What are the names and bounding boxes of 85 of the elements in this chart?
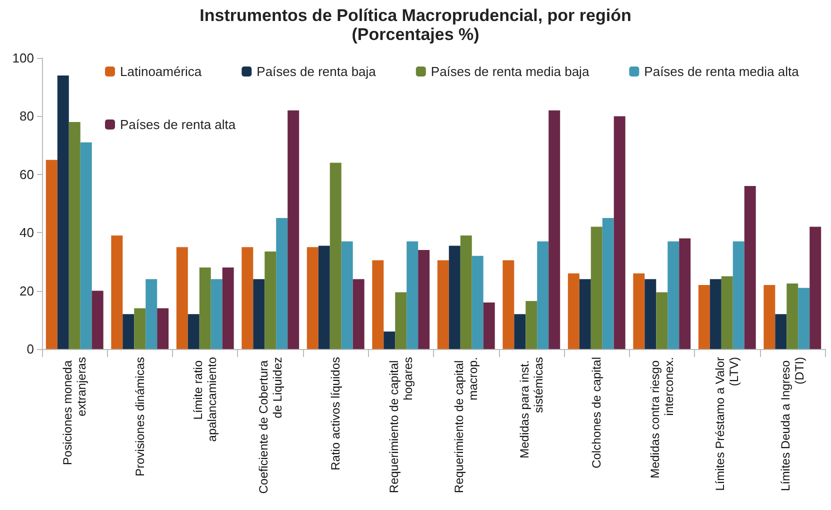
- x-tick-label: Provisiones dinámicas: [132, 357, 147, 476]
- bar: [276, 218, 288, 349]
- x-tick-label: Límites Préstamo a Valor (LTV): [713, 356, 742, 491]
- bar: [157, 308, 169, 349]
- bar: [330, 162, 342, 349]
- bar: [633, 273, 645, 349]
- y-tick-label: 0: [26, 342, 34, 356]
- bar: [134, 308, 146, 349]
- y-tick-label: 100: [12, 50, 34, 66]
- bar: [679, 238, 691, 349]
- bar: [80, 142, 92, 349]
- bar: [92, 290, 104, 349]
- bar: [288, 110, 300, 349]
- bar: [372, 260, 384, 349]
- bar: [483, 302, 495, 349]
- legend-label: Países de renta alta: [120, 117, 236, 132]
- bar: [698, 284, 710, 349]
- bar: [437, 260, 449, 349]
- x-tick-label: Requerimiento de capital macrop.: [452, 357, 480, 494]
- chart-title: Instrumentos de Política Macroprudencial, por región: [200, 6, 632, 25]
- bar: [188, 314, 200, 349]
- bar: [264, 252, 276, 349]
- bar: [472, 256, 484, 349]
- bar: [352, 279, 364, 349]
- legend-label: Latinoamérica: [120, 64, 202, 79]
- bar: [176, 247, 188, 349]
- bar: [146, 279, 158, 349]
- bar: [614, 116, 626, 349]
- x-tick-label: Límite ratio apalancamiento: [191, 356, 220, 442]
- x-tick-label: Límites Deuda a Ingreso (DTI): [778, 357, 806, 492]
- bar: [111, 236, 123, 349]
- bar: [579, 279, 591, 349]
- bar: [810, 226, 822, 349]
- bar: [210, 279, 222, 349]
- bar: [253, 279, 265, 349]
- bar: [775, 314, 787, 349]
- x-tick-label: Medidas contra riesgo interconex.: [648, 357, 676, 478]
- bar: [644, 279, 656, 349]
- legend-label: Países de renta media baja: [430, 64, 590, 79]
- bar: [242, 247, 254, 349]
- bar: [199, 268, 211, 349]
- bar: [526, 300, 538, 349]
- bar: [406, 241, 418, 349]
- bar: [460, 236, 472, 349]
- bar: [502, 260, 514, 349]
- bar: [122, 314, 134, 349]
- y-tick-label: 60: [20, 166, 34, 182]
- bar: [341, 241, 353, 349]
- bar: [710, 279, 722, 349]
- bar: [668, 241, 680, 349]
- y-tick-label: 20: [20, 283, 34, 298]
- bar: [306, 247, 318, 349]
- bar: [590, 226, 602, 349]
- bar: [222, 268, 234, 349]
- bar: [57, 75, 69, 349]
- x-tick-label: Posiciones moneda extranjeras: [60, 357, 89, 466]
- bar: [418, 250, 430, 349]
- x-tick-label: Medidas para inst. sistémicas: [517, 357, 546, 458]
- chart-subtitle: (Porcentajes %): [352, 25, 480, 44]
- legend-label: Países de renta baja: [256, 64, 377, 79]
- bar: [798, 288, 810, 349]
- bar: [656, 292, 668, 349]
- bar: [384, 332, 396, 349]
- bar: [721, 276, 733, 349]
- bar: [786, 284, 798, 349]
- bar: [568, 273, 580, 349]
- y-tick-label: 80: [20, 108, 34, 124]
- bar: [46, 160, 58, 349]
- bar: [602, 218, 614, 349]
- x-tick-label: Requerimiento de capital hogares: [386, 357, 415, 494]
- bar: [732, 241, 744, 349]
- bar: [764, 284, 776, 349]
- y-tick-label: 40: [20, 225, 34, 240]
- bar: [744, 186, 756, 349]
- bar: [448, 246, 460, 349]
- x-tick-label: Coeficiente de Cobertura de Liquidez: [256, 357, 284, 494]
- x-tick-label: Colchones de capital: [590, 357, 604, 468]
- bar: [548, 110, 560, 349]
- bar: [537, 241, 549, 349]
- legend-label: Países de renta media alta: [644, 64, 800, 79]
- x-tick-label: Ratio activos líquidos: [328, 357, 343, 470]
- bar: [514, 314, 526, 349]
- bar: [395, 292, 407, 349]
- bar: [68, 122, 80, 349]
- bar: [318, 246, 330, 349]
